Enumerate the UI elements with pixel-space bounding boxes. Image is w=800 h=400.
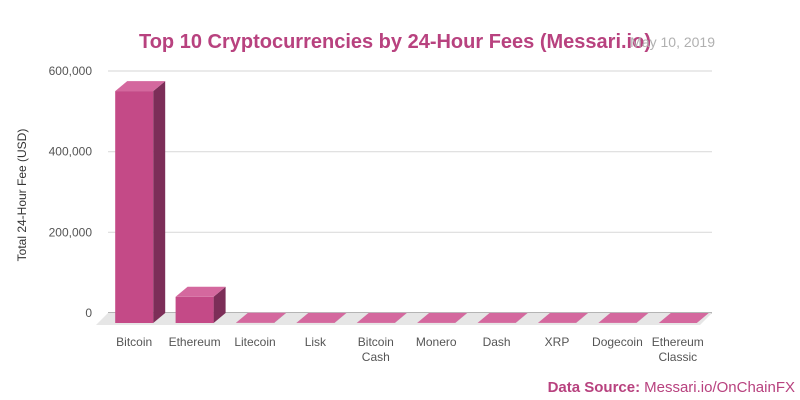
- y-tick-label: 200,000: [49, 225, 93, 239]
- bar-top: [296, 312, 347, 323]
- data-source: Data Source: Messari.io/OnChainFX: [548, 379, 795, 396]
- bar-side: [696, 312, 709, 323]
- bar: [296, 312, 347, 323]
- bar-side: [455, 312, 468, 323]
- bar-side: [515, 312, 528, 323]
- x-tick-label: Bitcoin Cash: [358, 335, 394, 364]
- y-axis-label: Total 24-Hour Fee (USD): [15, 129, 29, 262]
- bar: [356, 312, 407, 323]
- x-tick-label: XRP: [545, 335, 570, 349]
- y-tick-label: 600,000: [49, 64, 93, 78]
- y-tick-label: 0: [85, 306, 92, 320]
- bar-side: [334, 312, 347, 323]
- bar-side: [576, 312, 588, 323]
- bar-top: [417, 312, 468, 323]
- bar: [115, 81, 166, 323]
- y-tick-label: 400,000: [49, 145, 93, 159]
- bar-top: [175, 286, 226, 297]
- bar: [658, 312, 709, 323]
- bar-top: [356, 312, 407, 323]
- x-tick-label: Dogecoin: [592, 335, 643, 349]
- bar-side: [274, 312, 286, 323]
- chart-date: May 10, 2019: [630, 34, 715, 50]
- bar-top: [598, 312, 649, 323]
- x-tick-label: Ethereum: [169, 335, 221, 349]
- data-source-label: Data Source:: [548, 379, 641, 396]
- bar-front: [115, 91, 154, 323]
- bar-top: [658, 312, 709, 323]
- x-tick-label: Dash: [483, 335, 511, 349]
- bar: [477, 312, 528, 323]
- bar: [175, 286, 226, 323]
- x-tick-label: Litecoin: [234, 335, 275, 349]
- x-tick-label: Monero: [416, 335, 457, 349]
- data-source-value: Messari.io/OnChainFX: [644, 379, 795, 396]
- bar: [538, 312, 588, 323]
- bar-side: [636, 312, 649, 323]
- bar-top: [538, 312, 588, 323]
- bar-top: [115, 81, 166, 92]
- bar: [417, 312, 468, 323]
- x-tick-label: Ethereum Classic: [652, 335, 704, 364]
- bar: [236, 312, 286, 323]
- bar: [598, 312, 649, 323]
- x-tick-label: Lisk: [305, 335, 327, 349]
- chart-title: Top 10 Cryptocurrencies by 24-Hour Fees …: [139, 31, 651, 53]
- bar-top: [477, 312, 528, 323]
- bar-side: [153, 81, 166, 323]
- bar-front: [175, 296, 214, 323]
- bar-top: [236, 312, 286, 323]
- x-tick-label: Bitcoin: [116, 335, 152, 349]
- bar-side: [213, 286, 226, 323]
- bar-side: [394, 312, 407, 323]
